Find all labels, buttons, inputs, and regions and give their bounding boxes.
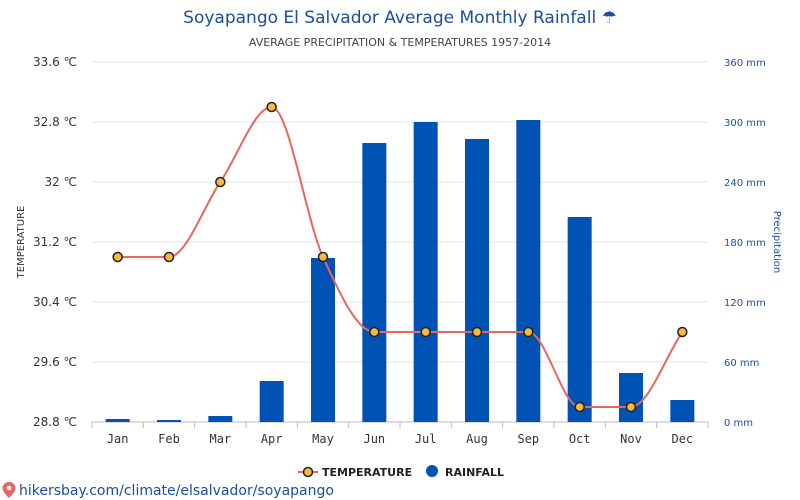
- legend-temperature-label: TEMPERATURE: [322, 466, 412, 479]
- temperature-point-may[interactable]: [317, 251, 329, 263]
- rainfall-bar-sep[interactable]: [516, 120, 541, 422]
- temperature-point-jul[interactable]: [420, 326, 431, 338]
- rainfall-bar-jan[interactable]: [105, 419, 130, 422]
- x-tick-label-may: May: [312, 432, 334, 446]
- y-left-tick-label: 33.6 ℃: [33, 55, 77, 69]
- x-tick-label-jul: Jul: [415, 432, 437, 446]
- y-right-tick-label: 60 mm: [724, 358, 759, 369]
- temperature-line: [112, 101, 688, 413]
- legend-temperature-marker-icon: [302, 466, 314, 478]
- x-tick-label-oct: Oct: [569, 432, 591, 446]
- y-left-tick-label: 30.4 ℃: [33, 295, 77, 309]
- rainfall-bar-mar[interactable]: [208, 416, 233, 422]
- temperature-point-jun[interactable]: [369, 326, 380, 338]
- y-left-tick-label: 29.6 ℃: [33, 355, 77, 369]
- left-axis-ticks: 28.8 ℃ 29.6 ℃ 30.4 ℃ 31.2 ℃ 32 ℃ 32.8 ℃ 33.6 ℃: [33, 55, 77, 429]
- y-right-tick-label: 300 mm: [724, 118, 766, 129]
- rainfall-bar-aug[interactable]: [465, 139, 489, 422]
- x-tick-label-jun: Jun: [363, 432, 385, 446]
- chart-title: Soyapango El Salvador Average Monthly Ra…: [183, 8, 617, 28]
- x-tick-label-mar: Mar: [209, 432, 231, 446]
- y-axis-right-label: Precipitation: [771, 211, 782, 274]
- temperature-point-aug[interactable]: [471, 326, 483, 338]
- y-right-tick-label: 240 mm: [724, 178, 766, 189]
- x-tick-label-feb: Feb: [158, 432, 180, 446]
- x-tick-label-apr: Apr: [261, 432, 283, 446]
- y-left-tick-label: 32 ℃: [44, 175, 77, 189]
- x-tick-label-dec: Dec: [671, 432, 693, 446]
- rainfall-bar-jun[interactable]: [362, 143, 387, 422]
- temperature-point-sep[interactable]: [523, 326, 534, 338]
- x-axis-ticks: Jan Feb Mar Apr May Jun Jul Aug Sep Oct Nov Dec: [91, 422, 709, 446]
- y-left-tick-label: 31.2 ℃: [33, 235, 77, 249]
- legend: TEMPERATURE RAINFALL: [298, 465, 504, 479]
- temperature-point-jan[interactable]: [112, 251, 123, 263]
- temperature-point-dec[interactable]: [677, 326, 688, 338]
- temperature-point-nov[interactable]: [625, 401, 637, 413]
- location-pin-icon: [2, 482, 16, 498]
- rainfall-bar-feb[interactable]: [157, 420, 181, 422]
- chart-subtitle: AVERAGE PRECIPITATION & TEMPERATURES 195…: [249, 36, 551, 49]
- y-right-tick-label: 120 mm: [724, 298, 766, 309]
- source-link[interactable]: hikersbay.com/climate/elsalvador/soyapan…: [2, 482, 334, 499]
- rainfall-bar-oct[interactable]: [567, 217, 592, 422]
- temperature-point-oct[interactable]: [574, 401, 585, 413]
- y-axis-left-label: TEMPERATURE: [16, 206, 27, 280]
- temperature-point-feb[interactable]: [163, 251, 175, 263]
- legend-item-rainfall[interactable]: RAINFALL: [426, 465, 504, 479]
- y-left-tick-label: 32.8 ℃: [33, 115, 77, 129]
- right-axis-ticks: 0 mm 60 mm 120 mm 180 mm 240 mm 300 mm 360 mm: [724, 58, 766, 429]
- temperature-point-apr[interactable]: [266, 101, 277, 113]
- legend-rainfall-marker-icon: [426, 465, 438, 477]
- legend-rainfall-label: RAINFALL: [445, 466, 504, 479]
- rainfall-bar-dec[interactable]: [670, 400, 695, 422]
- source-url: hikersbay.com/climate/elsalvador/soyapan…: [19, 483, 334, 499]
- y-left-tick-label: 28.8 ℃: [33, 415, 77, 429]
- rainfall-bars: [105, 120, 695, 422]
- rainfall-bar-nov[interactable]: [619, 373, 643, 422]
- y-right-tick-label: 0 mm: [724, 418, 753, 429]
- x-tick-label-jan: Jan: [107, 432, 129, 446]
- temperature-point-mar[interactable]: [215, 176, 226, 188]
- legend-item-temperature[interactable]: TEMPERATURE: [298, 466, 412, 479]
- y-right-tick-label: 180 mm: [724, 238, 766, 249]
- rainfall-bar-apr[interactable]: [259, 381, 284, 422]
- x-tick-label-sep: Sep: [517, 432, 539, 446]
- x-tick-label-nov: Nov: [620, 432, 642, 446]
- gridlines: [92, 61, 708, 423]
- rainfall-bar-jul[interactable]: [413, 122, 438, 422]
- rainfall-bar-may[interactable]: [311, 258, 335, 422]
- x-tick-label-aug: Aug: [466, 432, 488, 446]
- y-right-tick-label: 360 mm: [724, 58, 766, 69]
